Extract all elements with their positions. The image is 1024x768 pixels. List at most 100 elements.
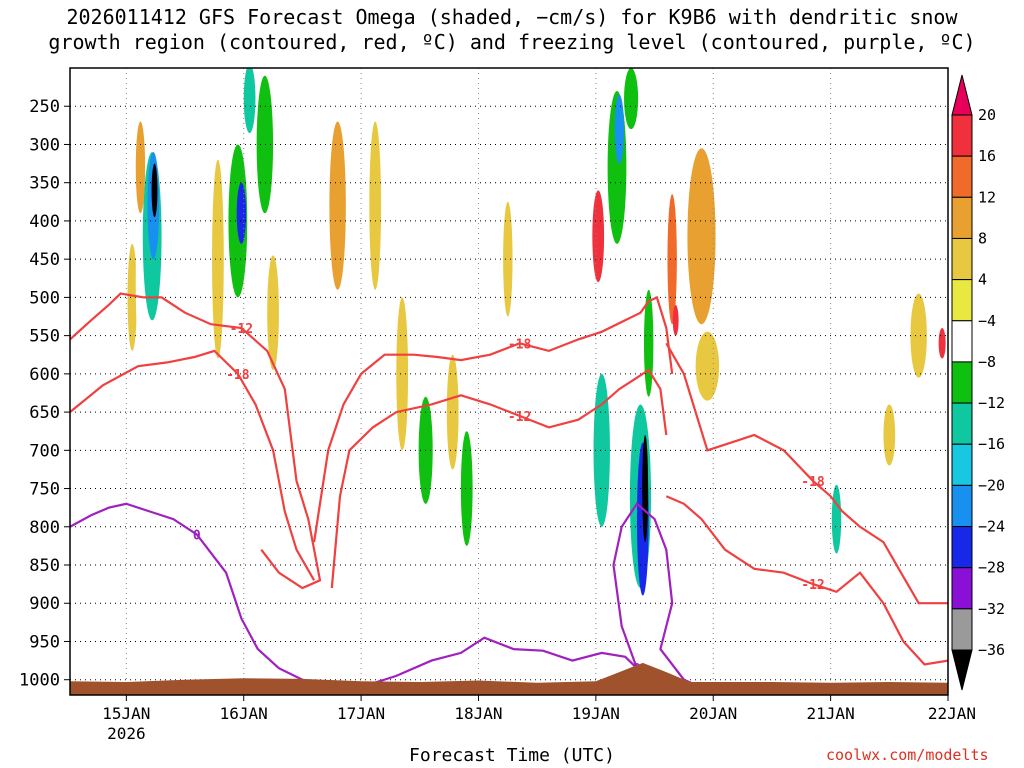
y-tick-label-900: 900 (29, 594, 60, 614)
y-tick-label-750: 750 (29, 480, 60, 500)
contour-label-6: 0 (193, 528, 201, 543)
colorbar-label-5: −4 (978, 312, 996, 330)
y-tick-label-400: 400 (29, 212, 60, 232)
omega-shade-53 (877, 159, 890, 283)
colorbar-cell-13 (951, 608, 973, 651)
omega-shade-15 (256, 75, 274, 214)
omega-shade-0 (81, 121, 96, 214)
omega-shade-40 (643, 289, 654, 397)
contour-1 (70, 349, 316, 581)
omega-shade-35 (614, 94, 625, 164)
y-tick-label-850: 850 (29, 556, 60, 576)
omega-shade-58 (938, 327, 946, 359)
y-tick-label-500: 500 (29, 288, 60, 308)
x-tick-label-21JAN: 21JAN (807, 704, 855, 723)
omega-shade-43 (687, 148, 716, 325)
colorbar-label-12: −32 (978, 600, 1005, 618)
contour-5 (665, 495, 948, 666)
contour-0 (70, 292, 322, 590)
omega-shade-8 (135, 121, 146, 214)
omega-shade-56 (921, 68, 933, 229)
colorbar-cell-5 (951, 279, 973, 322)
x-year-label: 2026 (107, 724, 146, 743)
omega-shade-50 (843, 201, 853, 286)
x-tick-label-19JAN: 19JAN (572, 704, 620, 723)
y-tick-label-600: 600 (29, 365, 60, 385)
omega-shade-7 (151, 163, 158, 218)
omega-shade-2 (120, 68, 133, 126)
colorbar-label-9: −20 (978, 476, 1005, 494)
x-tick-label-15JAN: 15JAN (102, 704, 150, 723)
x-tick-label-20JAN: 20JAN (689, 704, 737, 723)
omega-shade-27 (424, 68, 439, 149)
contour-label-0: -12 (230, 322, 253, 337)
contours: -12-18-18-12-18-1200 (70, 292, 948, 695)
x-tick-label-17JAN: 17JAN (337, 704, 385, 723)
omega-shade-16 (248, 331, 263, 447)
chart-title-line-2: growth region (contoured, red, ºC) and f… (48, 30, 976, 54)
omega-shade-41 (667, 194, 677, 325)
omega-shade-3 (127, 243, 137, 351)
colorbar-cell-6 (951, 320, 973, 363)
colorbar-cell-3 (951, 196, 973, 239)
omega-shade-42 (672, 305, 679, 336)
omega-shade-21 (322, 339, 335, 439)
colorbar-cell-10 (951, 484, 973, 528)
plot-frame (69, 67, 949, 696)
colorbar-cell-9 (951, 443, 973, 486)
omega-shade-44 (695, 331, 720, 401)
colorbar-cell-2 (951, 155, 973, 198)
omega-shade-29 (503, 201, 513, 317)
omega-shade-54 (883, 404, 896, 466)
omega-shade-51 (831, 484, 842, 554)
omega-shade-52 (838, 442, 846, 489)
omega-shade-48 (780, 205, 799, 283)
colorbar-cell-1 (951, 114, 973, 157)
omega-shade-45 (624, 68, 639, 130)
chart-title-line-1: 2026011412 GFS Forecast Omega (shaded, −… (66, 5, 958, 29)
omega-shading (81, 68, 946, 596)
colorbar-label-10: −24 (978, 518, 1005, 536)
omega-shade-22 (369, 121, 382, 290)
omega-shade-17 (267, 255, 279, 371)
colorbar-label-3: 8 (978, 229, 987, 247)
omega-shade-25 (446, 354, 459, 470)
contour-label-4: -18 (801, 475, 825, 490)
contour-label-2: -18 (508, 337, 532, 352)
credit-link[interactable]: coolwx.com/modelts (826, 746, 989, 764)
colorbar: 20 16 12 8 4 −4 −8 −12 −16 −20 −24 −28 −32 −36 (951, 74, 1005, 691)
omega-shade-13 (236, 182, 247, 244)
omega-shade-55 (910, 293, 927, 378)
y-tick-label-250: 250 (29, 97, 60, 117)
y-tick-label-450: 450 (29, 250, 60, 270)
colorbar-cell-7 (951, 361, 973, 404)
omega-shade-11 (212, 159, 224, 359)
omega-shade-49 (809, 121, 817, 214)
omega-shade-26 (460, 431, 473, 546)
colorbar-label-13: −36 (978, 641, 1005, 659)
colorbar-label-8: −16 (978, 435, 1005, 453)
colorbar-label-11: −28 (978, 559, 1005, 577)
colorbar-label-7: −12 (978, 394, 1005, 412)
colorbar-cap-bottom (951, 649, 973, 691)
y-tick-label-650: 650 (29, 403, 60, 423)
omega-shade-19 (309, 68, 324, 133)
contour-2 (313, 295, 674, 543)
y-tick-label-700: 700 (29, 441, 60, 461)
omega-shade-28 (489, 83, 504, 206)
colorbar-label-6: −8 (978, 353, 996, 371)
omega-shade-30 (543, 404, 555, 497)
contour-3 (330, 368, 668, 589)
contour-label-5: -12 (801, 578, 824, 593)
colorbar-label-1: 16 (978, 147, 996, 165)
contour-4 (665, 342, 948, 605)
colorbar-label-4: 4 (978, 271, 987, 289)
colorbar-label-2: 12 (978, 188, 996, 206)
y-tick-label-950: 950 (29, 632, 60, 652)
omega-shade-10 (180, 68, 202, 126)
omega-shade-14 (243, 68, 256, 133)
omega-shade-9 (158, 385, 170, 516)
x-tick-label-16JAN: 16JAN (220, 704, 268, 723)
omega-shade-20 (329, 121, 346, 290)
